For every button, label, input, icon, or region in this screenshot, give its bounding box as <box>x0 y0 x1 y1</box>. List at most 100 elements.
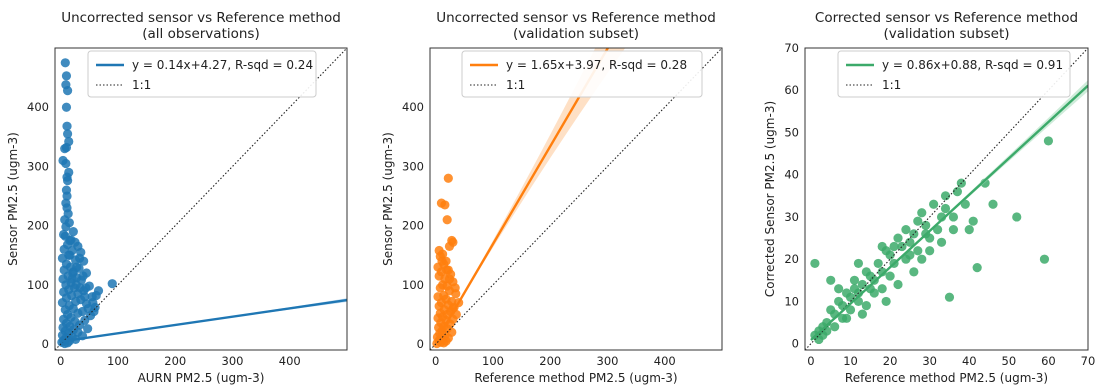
data-point <box>936 237 947 247</box>
data-point <box>921 220 931 230</box>
data-point <box>62 191 72 201</box>
data-point <box>964 225 974 235</box>
data-point <box>61 222 71 232</box>
x-tick-label: 300 <box>597 354 619 368</box>
data-point <box>75 253 85 263</box>
data-point <box>442 265 452 275</box>
x-tick-label: 70 <box>1081 354 1096 368</box>
chart-subtitle: (validation subset) <box>513 26 639 42</box>
y-axis-label: Corrected Sensor PM2.5 (ugm-3) <box>763 101 777 297</box>
data-point <box>940 191 951 201</box>
legend-label-one-to-one: 1:1 <box>506 78 525 92</box>
data-point <box>814 334 824 345</box>
legend-label-one-to-one: 1:1 <box>132 78 151 92</box>
data-point <box>435 283 445 293</box>
y-tick-label: 0 <box>42 337 49 351</box>
data-point <box>885 271 895 281</box>
data-point <box>826 275 836 285</box>
data-point <box>65 235 75 246</box>
data-point <box>944 292 955 302</box>
y-tick-label: 20 <box>784 252 799 266</box>
legend-box <box>461 50 703 98</box>
x-axis-label: Reference method PM2.5 (ugm-3) <box>474 371 677 385</box>
data-point <box>68 226 78 237</box>
y-tick-label: 300 <box>27 159 49 173</box>
data-point <box>61 158 71 169</box>
data-point <box>909 267 919 277</box>
x-tick-label: 30 <box>922 354 937 368</box>
data-point <box>849 284 860 294</box>
x-tick-label: 20 <box>883 354 898 368</box>
x-tick-label: 200 <box>539 354 561 368</box>
data-point <box>929 199 939 209</box>
x-tick-label: 300 <box>222 354 244 368</box>
chart-title: Uncorrected sensor vs Reference method <box>436 10 716 26</box>
data-point <box>861 267 871 277</box>
chart-panel-2: Uncorrected sensor vs Reference method(v… <box>381 10 723 385</box>
data-point <box>952 187 962 197</box>
y-tick-label: 40 <box>784 168 799 182</box>
legend-label-fit: y = 0.86x+0.88, R-sqd = 0.91 <box>882 58 1063 72</box>
data-point <box>913 246 923 256</box>
data-point <box>834 296 844 307</box>
one-to-one-line <box>805 48 1088 350</box>
data-point <box>107 279 117 289</box>
data-point <box>917 208 927 218</box>
regression-line <box>810 84 1088 341</box>
data-point <box>905 237 915 247</box>
data-point <box>968 216 978 226</box>
data-point <box>60 58 70 68</box>
y-tick-label: 400 <box>27 100 49 114</box>
data-point <box>73 308 83 318</box>
x-tick-label: 100 <box>482 354 504 368</box>
data-point <box>853 258 864 269</box>
data-point <box>881 296 891 307</box>
data-point <box>857 309 867 319</box>
data-point <box>440 200 450 210</box>
chart-subtitle: (validation subset) <box>883 26 1009 42</box>
legend: y = 0.86x+0.88, R-sqd = 0.91 1:1 <box>837 50 1071 98</box>
data-point <box>857 279 867 290</box>
plot-area <box>55 48 347 350</box>
y-tick-label: 50 <box>784 125 799 139</box>
data-point <box>988 199 998 209</box>
x-tick-label: 0 <box>57 354 64 368</box>
data-point <box>897 241 907 252</box>
data-point <box>940 203 951 214</box>
data-point <box>62 129 73 139</box>
legend: y = 0.14x+4.27, R-sqd = 0.24 1:1 <box>87 50 317 98</box>
data-point <box>869 288 879 298</box>
plot-frame <box>54 47 348 351</box>
x-tick-label: 400 <box>279 354 301 368</box>
data-point <box>62 176 73 186</box>
data-point <box>62 121 72 131</box>
y-tick-label: 300 <box>402 159 424 173</box>
chart-panel-1: Uncorrected sensor vs Reference method(a… <box>6 10 348 385</box>
data-point <box>81 283 91 293</box>
data-point <box>443 173 453 183</box>
y-axis-label: Sensor PM2.5 (ugm-3) <box>381 132 395 266</box>
data-point <box>1043 136 1054 146</box>
y-tick-label: 200 <box>402 219 424 233</box>
data-point <box>442 215 452 225</box>
data-point <box>61 102 72 112</box>
data-point <box>64 167 74 177</box>
data-point <box>83 324 93 334</box>
data-point <box>62 86 73 96</box>
y-tick-label: 100 <box>27 278 49 292</box>
regression-line <box>60 298 347 343</box>
chart-title: Uncorrected sensor vs Reference method <box>61 10 341 26</box>
legend-label-one-to-one: 1:1 <box>882 78 901 92</box>
x-tick-label: 60 <box>1041 354 1056 368</box>
x-tick-label: 100 <box>107 354 129 368</box>
y-axis-label: Sensor PM2.5 (ugm-3) <box>6 132 20 266</box>
data-point <box>450 283 460 293</box>
plot-area <box>805 48 1088 350</box>
x-tick-label: 0 <box>432 354 439 368</box>
chart-panel-3: Corrected sensor vs Reference method(val… <box>763 10 1095 385</box>
legend-label-fit: y = 1.65x+3.97, R-sqd = 0.28 <box>506 58 687 72</box>
y-tick-label: 400 <box>402 100 424 114</box>
data-point <box>80 292 90 302</box>
data-point <box>826 305 836 315</box>
plot-frame <box>429 47 723 351</box>
